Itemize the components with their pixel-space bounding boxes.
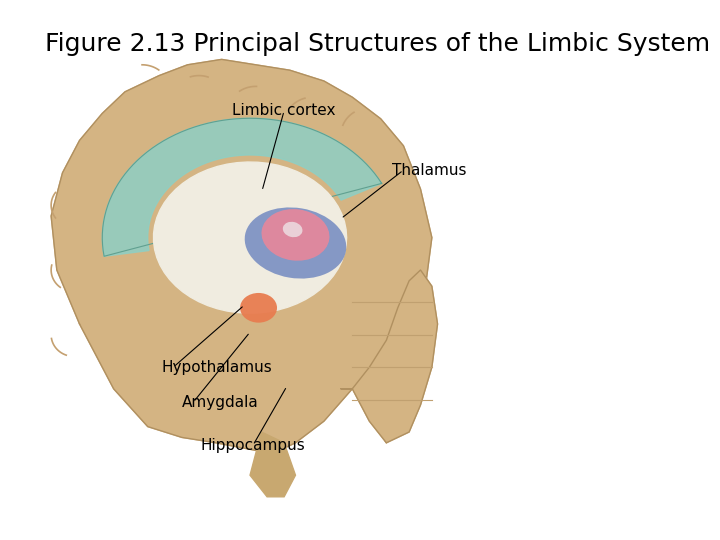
Ellipse shape [240, 293, 277, 322]
Text: Thalamus: Thalamus [392, 163, 467, 178]
Polygon shape [153, 162, 346, 313]
Text: Hippocampus: Hippocampus [200, 438, 305, 453]
Ellipse shape [261, 209, 330, 261]
Text: Limbic cortex: Limbic cortex [233, 103, 336, 118]
Ellipse shape [283, 222, 302, 237]
Polygon shape [102, 118, 382, 256]
Polygon shape [250, 432, 295, 497]
Text: Hypothalamus: Hypothalamus [162, 360, 273, 375]
Text: Figure 2.13 Principal Structures of the Limbic System: Figure 2.13 Principal Structures of the … [45, 32, 711, 56]
Ellipse shape [245, 207, 346, 279]
Polygon shape [341, 270, 438, 443]
Polygon shape [51, 59, 432, 454]
Text: Amygdala: Amygdala [182, 395, 258, 410]
